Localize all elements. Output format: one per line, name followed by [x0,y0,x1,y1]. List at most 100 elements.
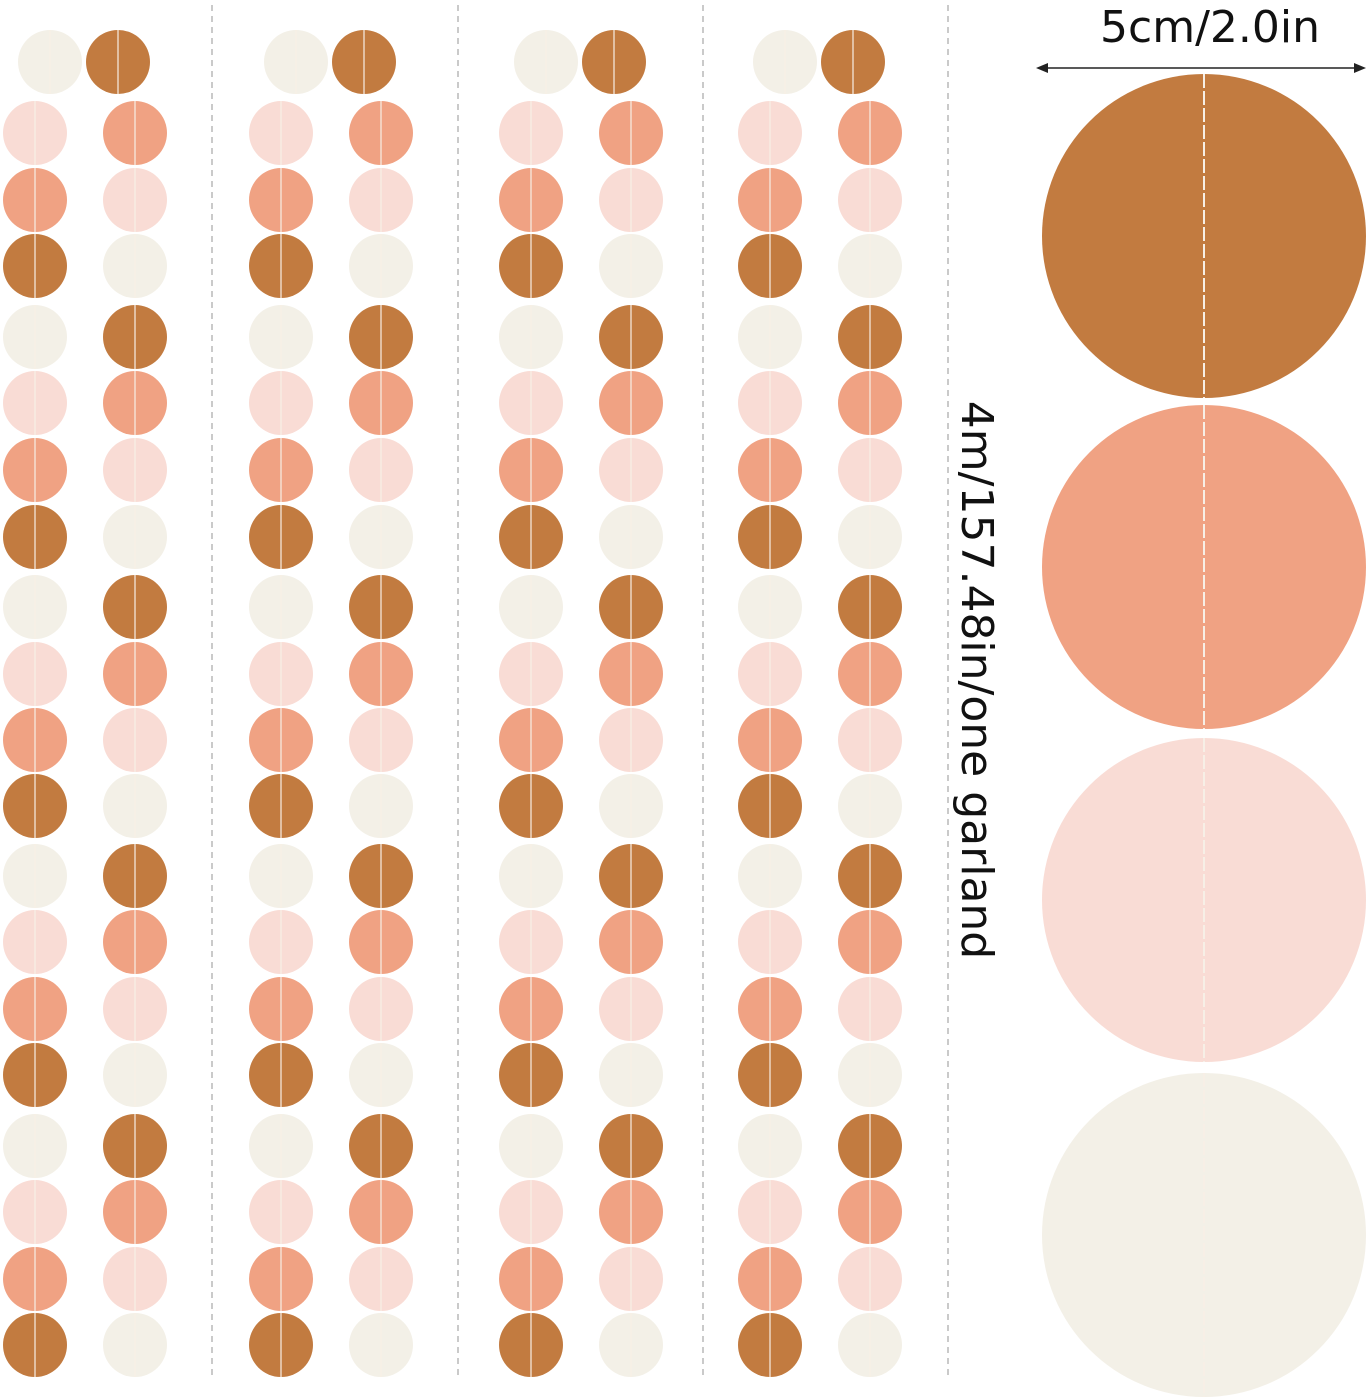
garland-circle [249,1247,313,1311]
garland-circle [599,1114,663,1178]
garland-circle [349,642,413,706]
detail-circle [1042,1073,1366,1397]
garland-circle [838,642,902,706]
garland-circle [838,305,902,369]
garland-circle [349,1247,413,1311]
garland-circle [599,505,663,569]
garland-circle [103,910,167,974]
garland-circle [838,977,902,1041]
garland-circle [3,438,67,502]
garland-circle [349,910,413,974]
garland-circle [738,642,802,706]
garland-circle [349,1313,413,1377]
garland-circle [599,575,663,639]
garland-circle [838,438,902,502]
garland-circle [599,774,663,838]
garland-circle [599,1043,663,1107]
garland-circle [838,1043,902,1107]
garland-circle [499,910,563,974]
garland-circle [499,438,563,502]
garland-circle [3,1313,67,1377]
garland-circle [738,1114,802,1178]
garland-circle [838,1180,902,1244]
garland-circle [499,505,563,569]
garland-circle [103,438,167,502]
garland-circle [599,1180,663,1244]
garland-circle [3,708,67,772]
garland-circle [86,30,150,94]
garland-circle [838,234,902,298]
garland-circle [3,642,67,706]
garland-circle [3,371,67,435]
garland-circle [103,844,167,908]
garland-circle [738,774,802,838]
garland-circle [349,505,413,569]
garland-circle [738,1313,802,1377]
garland-circle [838,371,902,435]
garland-circle [738,1180,802,1244]
garland-circle [349,1043,413,1107]
width-dimension: 5cm/2.0in [1036,2,1366,73]
garland-circle [249,642,313,706]
garland-circle [3,234,67,298]
garland-circle [264,30,328,94]
garland-circle [738,844,802,908]
garland-circle [599,168,663,232]
garland-circle [3,1180,67,1244]
garland-circle [738,575,802,639]
garland-circle [103,774,167,838]
garland-circle [838,910,902,974]
garland-strands [3,30,902,1377]
garland-circle [249,305,313,369]
garland-circle [738,1043,802,1107]
garland-circle [249,977,313,1041]
garland-circle [349,977,413,1041]
garland-circle [249,1114,313,1178]
garland-circle [499,234,563,298]
garland-circle [3,1114,67,1178]
garland-circle [738,168,802,232]
garland-strand [249,30,413,1377]
garland-circle [349,234,413,298]
detail-circles [1042,74,1366,1397]
garland-circle [599,234,663,298]
garland-circle [349,101,413,165]
garland-circle [103,1114,167,1178]
garland-circle [249,1043,313,1107]
garland-circle [499,642,563,706]
garland-circle [103,977,167,1041]
garland-circle [3,101,67,165]
garland-circle [3,844,67,908]
arrow-right-icon [1354,63,1366,73]
garland-circle [3,774,67,838]
garland-circle [738,1247,802,1311]
garland-circle [349,844,413,908]
garland-circle [103,1247,167,1311]
garland-circle [838,1313,902,1377]
garland-circle [3,977,67,1041]
garland-circle [599,910,663,974]
garland-circle [349,438,413,502]
garland-circle [103,1043,167,1107]
garland-circle [838,168,902,232]
garland-circle [738,708,802,772]
garland-circle [249,1180,313,1244]
garland-circle [249,708,313,772]
garland-circle [499,844,563,908]
garland-circle [599,305,663,369]
garland-circle [499,1247,563,1311]
garland-circle [249,371,313,435]
garland-circle [18,30,82,94]
garland-circle [514,30,578,94]
garland-circle [753,30,817,94]
garland-circle [499,101,563,165]
garland-circle [3,575,67,639]
garland-strand [738,30,902,1377]
garland-circle [349,168,413,232]
garland-circle [349,371,413,435]
garland-circle [103,305,167,369]
garland-circle [738,438,802,502]
garland-circle [499,1313,563,1377]
garland-circle [738,910,802,974]
